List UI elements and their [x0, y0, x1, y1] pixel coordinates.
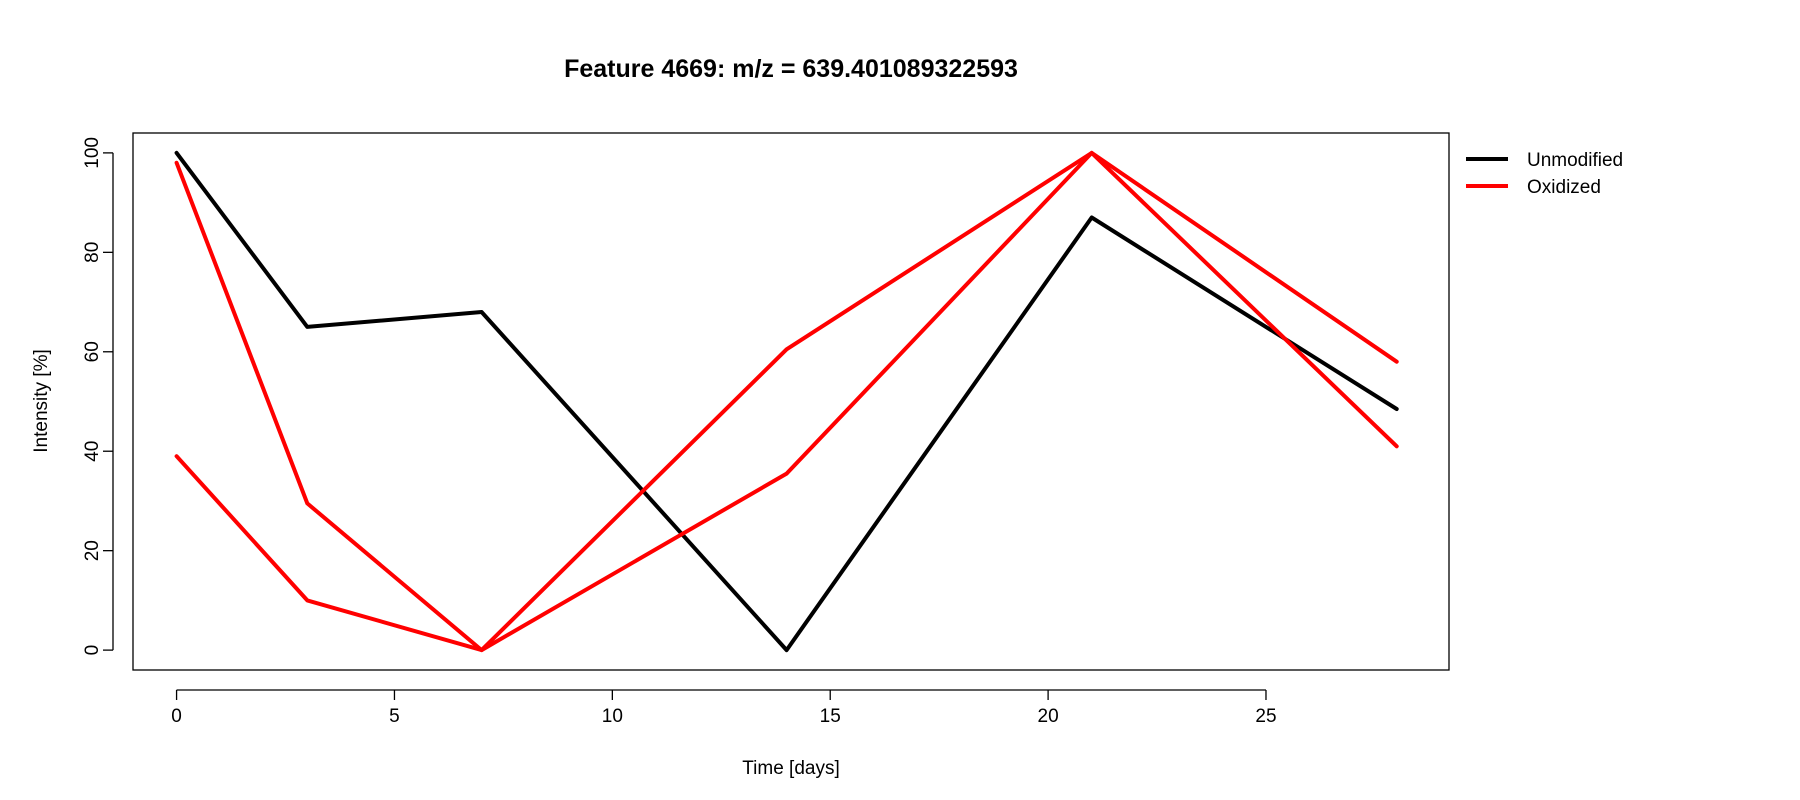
- y-tick-label: 40: [82, 441, 103, 462]
- y-axis-label: Intensity [%]: [31, 349, 52, 453]
- y-tick-label: 60: [82, 341, 103, 362]
- x-tick-label: 5: [389, 706, 400, 727]
- y-tick-label: 0: [82, 645, 103, 656]
- y-tick-label: 20: [82, 540, 103, 561]
- x-axis-label: Time [days]: [742, 758, 840, 779]
- legend: Unmodified Oxidized: [1466, 150, 1623, 198]
- x-tick-label: 25: [1255, 706, 1276, 727]
- x-tick-label: 15: [820, 706, 841, 727]
- y-axis: 0 20 40 60 80 100: [82, 137, 114, 656]
- y-tick-label: 80: [82, 242, 103, 263]
- x-tick-label: 0: [171, 706, 182, 727]
- series-line-unmodified-1: [174, 150, 1399, 653]
- x-tick-label: 20: [1038, 706, 1059, 727]
- legend-label-oxidized: Oxidized: [1527, 177, 1601, 198]
- legend-label-unmodified: Unmodified: [1527, 150, 1623, 171]
- chart-title: Feature 4669: m/z = 639.401089322593: [564, 55, 1018, 83]
- series-line-oxidized-2: [174, 150, 1399, 653]
- y-tick-label: 100: [82, 137, 103, 169]
- series-line-oxidized-3: [174, 150, 1399, 653]
- x-tick-label: 10: [602, 706, 623, 727]
- series-layer: [174, 150, 1399, 653]
- x-axis: 0 5 10 15 20 25: [171, 689, 1277, 727]
- plot-area-frame: [132, 132, 1450, 671]
